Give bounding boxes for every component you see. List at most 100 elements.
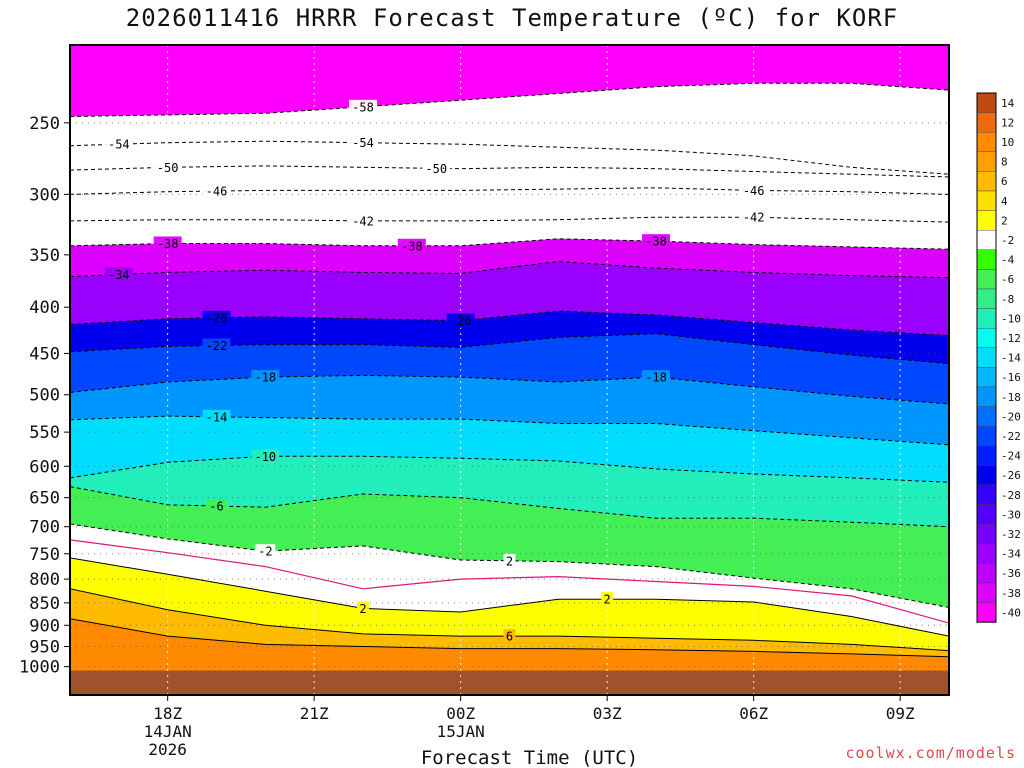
plot-area: -58 -54 -54 -50 -50 -46 -46 -42 -42 -38 -38 -38 -34 -…: [70, 45, 949, 695]
plot-frame: [69, 44, 950, 696]
contour-label: -50: [157, 161, 179, 175]
contour-label-bg: [104, 137, 133, 152]
contour-label: -2: [258, 545, 272, 559]
colorbar-swatch: [976, 504, 997, 525]
y-tick-label: 450: [29, 344, 60, 364]
contour-label: -58: [352, 100, 374, 114]
y-tick-label: 350: [29, 246, 60, 266]
x-tick-label: 03Z: [593, 704, 622, 723]
colorbar-label: -24: [1001, 450, 1021, 463]
isotherm-line: [70, 539, 949, 624]
x-tick-label: 00Z: [446, 704, 475, 723]
y-tick-label: 800: [29, 570, 60, 590]
site-credit[interactable]: coolwx.com/models: [845, 744, 1016, 762]
colorbar-swatch: [976, 582, 997, 603]
colorbar-swatch: [976, 131, 997, 152]
colorbar-swatch: [976, 484, 997, 505]
grid-lines: [70, 45, 949, 695]
contour-label-bg: [357, 601, 369, 616]
contour-label-bg: [349, 135, 377, 150]
contour-label: 6: [506, 630, 513, 644]
colorbar-swatch: [976, 524, 997, 545]
contour-label-bg: [422, 161, 451, 176]
colorbar-label: 10: [1001, 136, 1014, 149]
contour-label: -22: [206, 339, 228, 353]
y-tick-label: 850: [29, 594, 60, 614]
colorbar-label: -28: [1001, 489, 1021, 502]
contour-label-bg: [349, 99, 377, 114]
contour-label-bg: [202, 409, 231, 424]
colorbar-label: 6: [1001, 175, 1008, 188]
contour-label: -50: [425, 162, 447, 176]
y-tick-label: 1000: [19, 658, 60, 678]
colorbar-label: 8: [1001, 156, 1008, 169]
y-tick-label: 750: [29, 545, 60, 565]
contour-label-bg: [153, 160, 182, 175]
isotherm-line: [70, 455, 949, 483]
contour-label: -18: [254, 371, 276, 385]
contour-label-bg: [739, 183, 768, 198]
y-tick-label: 250: [29, 114, 60, 134]
x-axis-label: Forecast Time (UTC): [421, 747, 638, 768]
contour-label: -26: [450, 314, 472, 328]
contour-label: 2: [359, 602, 366, 616]
contour-label: -46: [743, 184, 765, 198]
colorbar-swatch: [976, 210, 997, 231]
colorbar-label: -2: [1001, 234, 1014, 247]
colorbar-swatch: [976, 426, 997, 447]
colorbar-swatch: [976, 92, 997, 113]
contour-label: -14: [206, 410, 228, 424]
isotherm-line: [70, 557, 949, 637]
contour-label-bg: [206, 499, 227, 514]
contour-label-bg: [503, 629, 516, 644]
colorbar-swatch: [976, 269, 997, 290]
y-tick-label: 500: [29, 386, 60, 406]
x-tick-sublabel: 2026: [148, 740, 187, 759]
contour-label: -6: [209, 500, 223, 514]
contour-label-bg: [202, 310, 231, 325]
contour-label-bg: [739, 210, 768, 225]
colorbar-label: -32: [1001, 528, 1021, 541]
colorbar: 14 12 10 8 6 4 2 -2 -4 -6 -8 -10 -12 -14 -16 -18 -20 -22 -…: [976, 92, 1021, 623]
colorbar-label: -22: [1001, 430, 1021, 443]
contour-label: 2: [506, 554, 513, 568]
contour-label: -26: [206, 311, 228, 325]
contour-label-bg: [202, 338, 231, 353]
colorbar-label: -4: [1001, 254, 1015, 267]
contour-label-bg: [255, 544, 276, 559]
colorbar-swatch: [976, 543, 997, 564]
colorbar-label: -14: [1001, 352, 1021, 365]
contour-label-bg: [601, 592, 614, 607]
colorbar-label: -16: [1001, 371, 1021, 384]
y-tick-label: 700: [29, 518, 60, 538]
colorbar-swatch: [976, 249, 997, 270]
colorbar-swatch: [976, 308, 997, 329]
colorbar-frame: [976, 92, 997, 623]
colorbar-label: -30: [1001, 508, 1021, 521]
colorbar-swatch: [976, 406, 997, 427]
x-tick-label: 21Z: [300, 704, 329, 723]
chart-title: 2026011416 HRRR Forecast Temperature (ºC…: [125, 4, 899, 32]
colorbar-label: -20: [1001, 410, 1021, 423]
contour-label-bg: [349, 213, 377, 228]
colorbar-swatch: [976, 465, 997, 486]
y-tick-label: 300: [29, 185, 60, 205]
contour-label: -42: [352, 214, 374, 228]
contour-label-bg: [104, 267, 133, 282]
contour-label: -54: [352, 136, 374, 150]
colorbar-swatch: [976, 445, 997, 466]
contour-label-bg: [397, 238, 426, 253]
colorbar-swatch: [976, 367, 997, 388]
colorbar-swatch: [976, 112, 997, 133]
x-tick-sublabel: 15JAN: [437, 722, 485, 741]
colorbar-swatch: [976, 190, 997, 211]
contour-label-bg: [153, 236, 182, 251]
contour-label: -18: [645, 371, 667, 385]
contour-label-bg: [251, 449, 280, 464]
contour-label: -38: [157, 237, 179, 251]
contour-label: -46: [206, 185, 228, 199]
y-tick-label: 600: [29, 457, 60, 477]
colorbar-label: -18: [1001, 391, 1021, 404]
